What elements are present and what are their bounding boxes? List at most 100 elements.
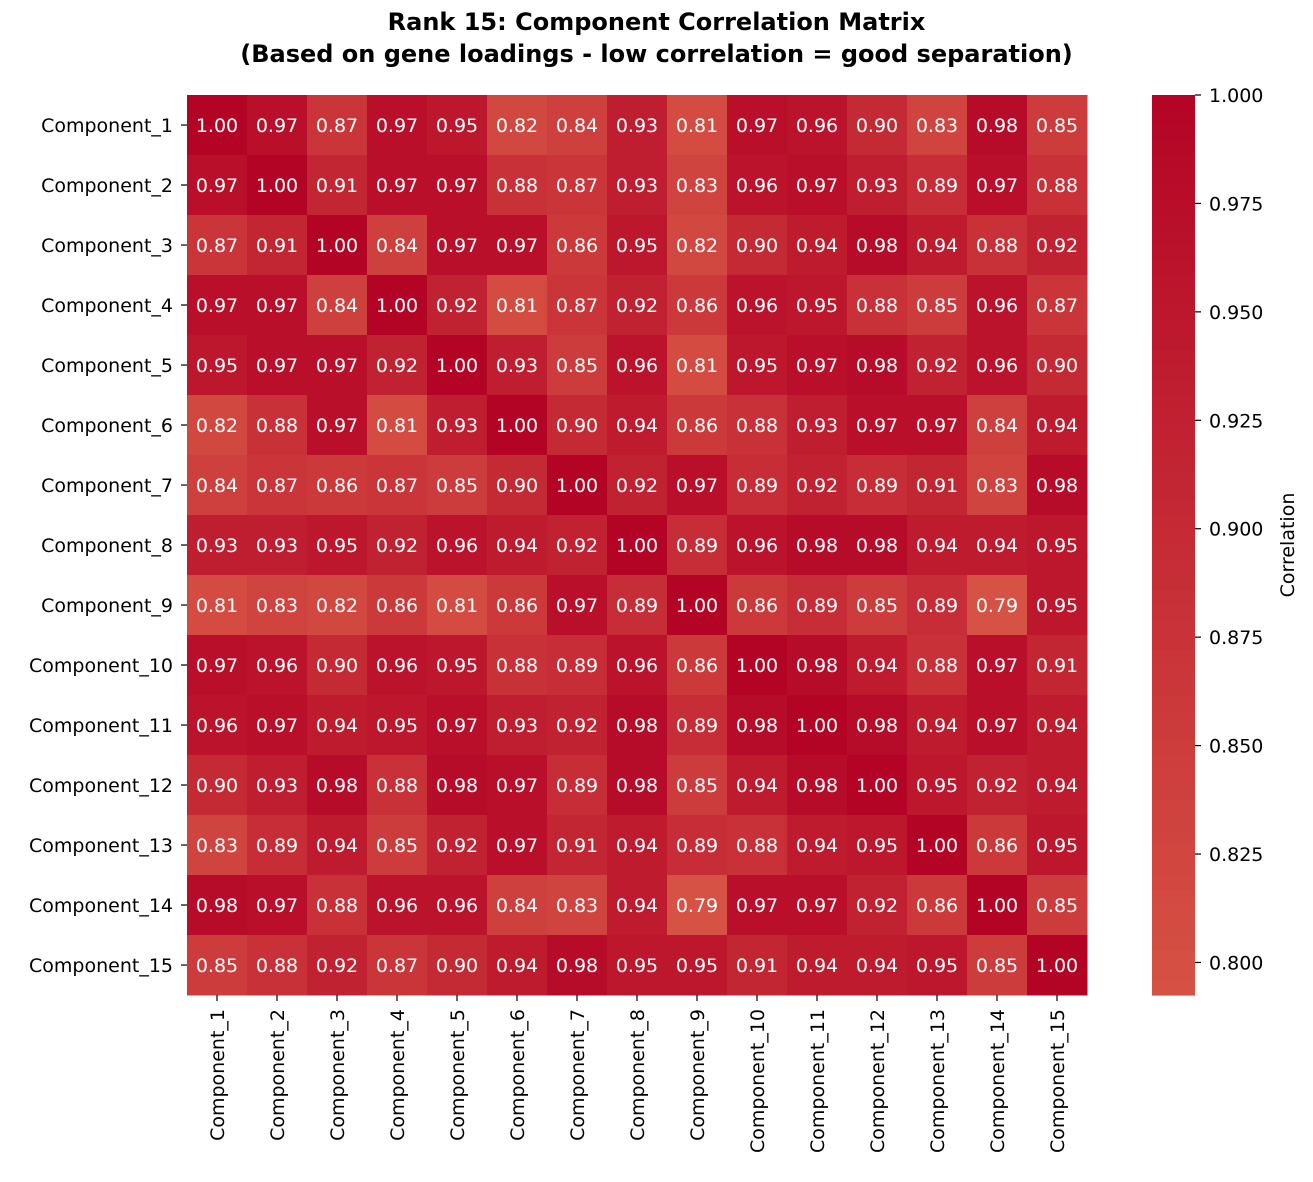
colorbar-segment <box>1152 260 1195 276</box>
heatmap-cell <box>307 95 368 156</box>
cell-value-label: 0.97 <box>256 895 298 917</box>
cell-value-label: 0.98 <box>196 895 238 917</box>
heatmap-cell <box>547 455 608 516</box>
heatmap-cell <box>787 515 848 576</box>
cell-value-label: 0.83 <box>916 115 958 137</box>
cell-value-label: 0.97 <box>196 655 238 677</box>
heatmap-cell <box>427 815 488 876</box>
cell-value-label: 0.85 <box>196 955 238 977</box>
cell-value-label: 0.92 <box>916 355 958 377</box>
colorbar-segment <box>1152 635 1195 651</box>
heatmap-cell <box>487 275 548 336</box>
cell-value-label: 0.93 <box>256 775 298 797</box>
cell-value-label: 0.86 <box>496 595 538 617</box>
colorbar-tick-label: 0.975 <box>1209 193 1263 215</box>
heatmap-cell <box>967 815 1028 876</box>
heatmap-cell <box>787 695 848 756</box>
cell-value-label: 0.86 <box>316 475 358 497</box>
y-tick-label: Component_15 <box>29 955 173 977</box>
heatmap-cell <box>787 815 848 876</box>
cell-value-label: 0.97 <box>556 595 598 617</box>
cell-value-label: 0.94 <box>496 955 538 977</box>
heatmap-cell <box>787 395 848 456</box>
colorbar-tick-label: 1.000 <box>1209 85 1263 107</box>
cell-value-label: 0.92 <box>616 295 658 317</box>
cell-value-label: 0.98 <box>856 715 898 737</box>
colorbar-segment <box>1152 920 1195 936</box>
heatmap-cell <box>967 275 1028 336</box>
colorbar-segment <box>1152 290 1195 306</box>
heatmap-cell <box>427 155 488 216</box>
y-tick-label: Component_11 <box>29 715 173 737</box>
cell-value-label: 0.89 <box>916 175 958 197</box>
heatmap-cell <box>487 395 548 456</box>
colorbar-segment <box>1152 530 1195 546</box>
cell-value-label: 0.97 <box>976 715 1018 737</box>
cell-value-label: 0.92 <box>436 835 478 857</box>
cell-value-label: 0.95 <box>436 115 478 137</box>
cell-value-label: 0.84 <box>196 475 238 497</box>
colorbar-segment <box>1152 500 1195 516</box>
cell-value-label: 0.86 <box>916 895 958 917</box>
cell-value-label: 0.88 <box>1036 175 1078 197</box>
heatmap-cell <box>667 155 728 216</box>
heatmap-cell <box>847 755 908 816</box>
heatmap-cell <box>487 155 548 216</box>
cell-value-label: 0.94 <box>976 535 1018 557</box>
heatmap-cell <box>667 695 728 756</box>
cell-value-label: 0.92 <box>856 895 898 917</box>
heatmap-cell <box>727 95 788 156</box>
cell-value-label: 0.94 <box>316 715 358 737</box>
heatmap-cell <box>247 395 308 456</box>
cell-value-label: 0.95 <box>616 235 658 257</box>
colorbar-segment <box>1152 485 1195 501</box>
heatmap-cell <box>307 455 368 516</box>
cell-value-label: 0.86 <box>676 415 718 437</box>
cell-value-label: 0.82 <box>196 415 238 437</box>
cell-value-label: 0.97 <box>376 175 418 197</box>
cell-value-label: 0.94 <box>916 235 958 257</box>
cell-value-label: 0.84 <box>376 235 418 257</box>
cell-value-label: 0.98 <box>796 775 838 797</box>
heatmap-cell <box>787 575 848 636</box>
heatmap-cell <box>667 935 728 996</box>
cell-value-label: 0.87 <box>1036 295 1078 317</box>
heatmap-cell <box>307 275 368 336</box>
cell-value-label: 0.91 <box>556 835 598 857</box>
heatmap-cell <box>427 455 488 516</box>
cell-value-label: 0.96 <box>376 895 418 917</box>
cell-value-label: 0.90 <box>1036 355 1078 377</box>
heatmap-cell <box>667 95 728 156</box>
colorbar-segment <box>1152 950 1195 966</box>
cell-value-label: 0.94 <box>1036 715 1078 737</box>
y-tick-label: Component_2 <box>41 175 173 197</box>
cell-value-label: 0.95 <box>1036 535 1078 557</box>
heatmap-cell <box>187 815 248 876</box>
y-tick-label: Component_1 <box>41 115 173 137</box>
cell-value-label: 0.97 <box>856 415 898 437</box>
cell-value-label: 0.96 <box>736 535 778 557</box>
colorbar-segment <box>1152 275 1195 291</box>
cell-value-label: 0.90 <box>736 235 778 257</box>
cell-value-label: 0.96 <box>976 355 1018 377</box>
cell-value-label: 0.85 <box>376 835 418 857</box>
heatmap-cell <box>727 635 788 696</box>
cell-value-label: 0.93 <box>496 355 538 377</box>
cell-value-label: 0.92 <box>976 775 1018 797</box>
heatmap-cell <box>787 755 848 816</box>
cell-value-label: 0.90 <box>196 775 238 797</box>
cell-value-label: 0.92 <box>796 475 838 497</box>
cell-value-label: 0.93 <box>616 115 658 137</box>
cell-value-label: 0.88 <box>976 235 1018 257</box>
heatmap-cell <box>787 455 848 516</box>
y-tick-label: Component_7 <box>41 475 173 497</box>
cell-value-label: 0.88 <box>256 415 298 437</box>
cell-value-label: 0.86 <box>676 655 718 677</box>
heatmap-cell <box>907 815 968 876</box>
cell-value-label: 0.97 <box>796 355 838 377</box>
x-tick-label: Component_10 <box>747 1009 769 1153</box>
cell-value-label: 0.96 <box>736 295 778 317</box>
cell-value-label: 0.81 <box>376 415 418 437</box>
x-tick-label: Component_14 <box>987 1009 1009 1153</box>
cell-value-label: 0.94 <box>616 895 658 917</box>
